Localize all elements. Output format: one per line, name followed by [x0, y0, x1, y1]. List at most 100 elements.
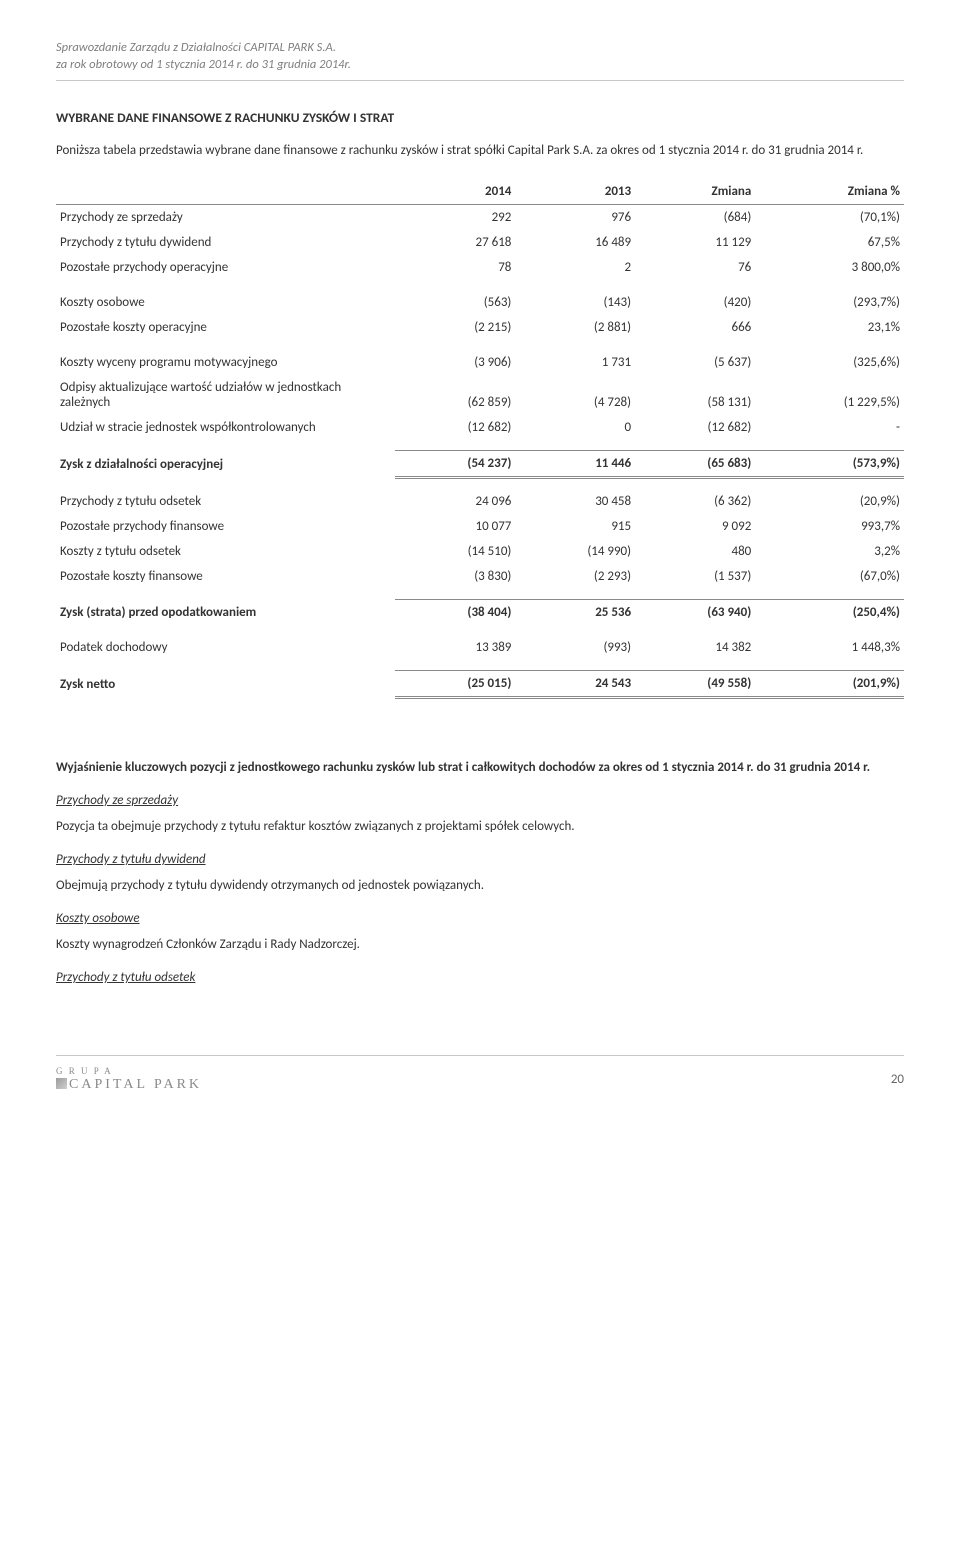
- cell-value: (5 637): [635, 350, 755, 375]
- cell-value: (325,6%): [755, 350, 904, 375]
- cell-value: (70,1%): [755, 204, 904, 230]
- cell-value: (201,9%): [755, 670, 904, 697]
- cell-value: (563): [395, 290, 515, 315]
- spacer-row: [56, 660, 904, 671]
- cell-value: 78: [395, 255, 515, 280]
- explanation-item-label: Przychody z tytułu dywidend: [56, 852, 904, 867]
- table-row: Pozostałe koszty finansowe(3 830)(2 293)…: [56, 564, 904, 589]
- col-zmiana: Zmiana: [635, 179, 755, 205]
- row-label: Zysk (strata) przed opodatkowaniem: [56, 599, 395, 625]
- table-row: Koszty z tytułu odsetek(14 510)(14 990)4…: [56, 539, 904, 564]
- row-label: Koszty z tytułu odsetek: [56, 539, 395, 564]
- explanation-item-label: Przychody ze sprzedaży: [56, 793, 904, 808]
- cell-value: 16 489: [515, 230, 635, 255]
- cell-value: (62 859): [395, 375, 515, 415]
- cell-value: (143): [515, 290, 635, 315]
- explanation-item-label: Przychody z tytułu odsetek: [56, 970, 904, 985]
- cell-value: (293,7%): [755, 290, 904, 315]
- table-row: Pozostałe przychody finansowe10 0779159 …: [56, 514, 904, 539]
- cell-value: (684): [635, 204, 755, 230]
- spacer-row: [56, 340, 904, 350]
- cell-value: 480: [635, 539, 755, 564]
- cell-value: (1 537): [635, 564, 755, 589]
- logo-square-icon: [56, 1078, 67, 1089]
- cell-value: 11 446: [515, 450, 635, 477]
- header-line2: za rok obrotowy od 1 stycznia 2014 r. do…: [56, 57, 904, 74]
- table-row: Pozostałe przychody operacyjne782763 800…: [56, 255, 904, 280]
- explanation-item-body: Pozycja ta obejmuje przychody z tytułu r…: [56, 818, 904, 836]
- cell-value: 13 389: [395, 635, 515, 660]
- cell-value: 3 800,0%: [755, 255, 904, 280]
- section-title: WYBRANE DANE FINANSOWE Z RACHUNKU ZYSKÓW…: [56, 109, 904, 126]
- col-2013: 2013: [515, 179, 635, 205]
- cell-value: (14 990): [515, 539, 635, 564]
- table-row: Udział w stracie jednostek współkontrolo…: [56, 415, 904, 440]
- table-row: Podatek dochodowy13 389(993)14 3821 448,…: [56, 635, 904, 660]
- cell-value: (25 015): [395, 670, 515, 697]
- spacer-row: [56, 589, 904, 600]
- cell-value: 1 731: [515, 350, 635, 375]
- spacer-row: [56, 440, 904, 451]
- cell-value: (65 683): [635, 450, 755, 477]
- table-row: Koszty wyceny programu motywacyjnego(3 9…: [56, 350, 904, 375]
- cell-value: (573,9%): [755, 450, 904, 477]
- col-zmiana-pct: Zmiana %: [755, 179, 904, 205]
- cell-value: 14 382: [635, 635, 755, 660]
- cell-value: 10 077: [395, 514, 515, 539]
- col-2014: 2014: [395, 179, 515, 205]
- cell-value: (63 940): [635, 599, 755, 625]
- cell-value: 23,1%: [755, 315, 904, 340]
- table-header-row: 2014 2013 Zmiana Zmiana %: [56, 179, 904, 205]
- intro-paragraph: Poniższa tabela przedstawia wybrane dane…: [56, 142, 904, 161]
- row-label: Koszty wyceny programu motywacyjnego: [56, 350, 395, 375]
- cell-value: (67,0%): [755, 564, 904, 589]
- explanation-item-body: Obejmują przychody z tytułu dywidendy ot…: [56, 877, 904, 895]
- row-label: Pozostałe przychody finansowe: [56, 514, 395, 539]
- footer-logo: G R U P A CAPITAL PARK: [56, 1066, 202, 1093]
- row-label: Odpisy aktualizujące wartość udziałów w …: [56, 375, 395, 415]
- table-row: Odpisy aktualizujące wartość udziałów w …: [56, 375, 904, 415]
- cell-value: 292: [395, 204, 515, 230]
- page-number: 20: [891, 1072, 904, 1087]
- cell-value: 30 458: [515, 489, 635, 514]
- cell-value: (1 229,5%): [755, 375, 904, 415]
- page-footer: G R U P A CAPITAL PARK 20: [56, 1055, 904, 1093]
- row-label: Zysk z działalności operacyjnej: [56, 450, 395, 477]
- row-label: Koszty osobowe: [56, 290, 395, 315]
- cell-value: (3 830): [395, 564, 515, 589]
- cell-value: (420): [635, 290, 755, 315]
- document-running-header: Sprawozdanie Zarządu z Działalności CAPI…: [56, 40, 904, 81]
- cell-value: 666: [635, 315, 755, 340]
- col-empty: [56, 179, 395, 205]
- cell-value: 27 618: [395, 230, 515, 255]
- cell-value: (4 728): [515, 375, 635, 415]
- row-label: Przychody z tytułu dywidend: [56, 230, 395, 255]
- logo-main: CAPITAL PARK: [69, 1077, 202, 1092]
- explanation-item-label: Koszty osobowe: [56, 911, 904, 926]
- table-row: Zysk z działalności operacyjnej(54 237)1…: [56, 450, 904, 477]
- cell-value: (38 404): [395, 599, 515, 625]
- cell-value: (49 558): [635, 670, 755, 697]
- row-label: Udział w stracie jednostek współkontrolo…: [56, 415, 395, 440]
- logo-top: G R U P A: [56, 1066, 202, 1076]
- row-label: Zysk netto: [56, 670, 395, 697]
- cell-value: 24 543: [515, 670, 635, 697]
- cell-value: 993,7%: [755, 514, 904, 539]
- cell-value: 0: [515, 415, 635, 440]
- cell-value: (2 293): [515, 564, 635, 589]
- spacer-row: [56, 625, 904, 635]
- cell-value: (14 510): [395, 539, 515, 564]
- cell-value: 9 092: [635, 514, 755, 539]
- cell-value: 915: [515, 514, 635, 539]
- cell-value: 1 448,3%: [755, 635, 904, 660]
- table-row: Przychody z tytułu odsetek24 09630 458(6…: [56, 489, 904, 514]
- cell-value: (12 682): [395, 415, 515, 440]
- cell-value: (993): [515, 635, 635, 660]
- cell-value: (2 881): [515, 315, 635, 340]
- row-label: Pozostałe przychody operacyjne: [56, 255, 395, 280]
- cell-value: (58 131): [635, 375, 755, 415]
- row-label: Pozostałe koszty finansowe: [56, 564, 395, 589]
- cell-value: (2 215): [395, 315, 515, 340]
- financial-table: 2014 2013 Zmiana Zmiana % Przychody ze s…: [56, 179, 904, 699]
- explanation-title: Wyjaśnienie kluczowych pozycji z jednost…: [56, 759, 904, 777]
